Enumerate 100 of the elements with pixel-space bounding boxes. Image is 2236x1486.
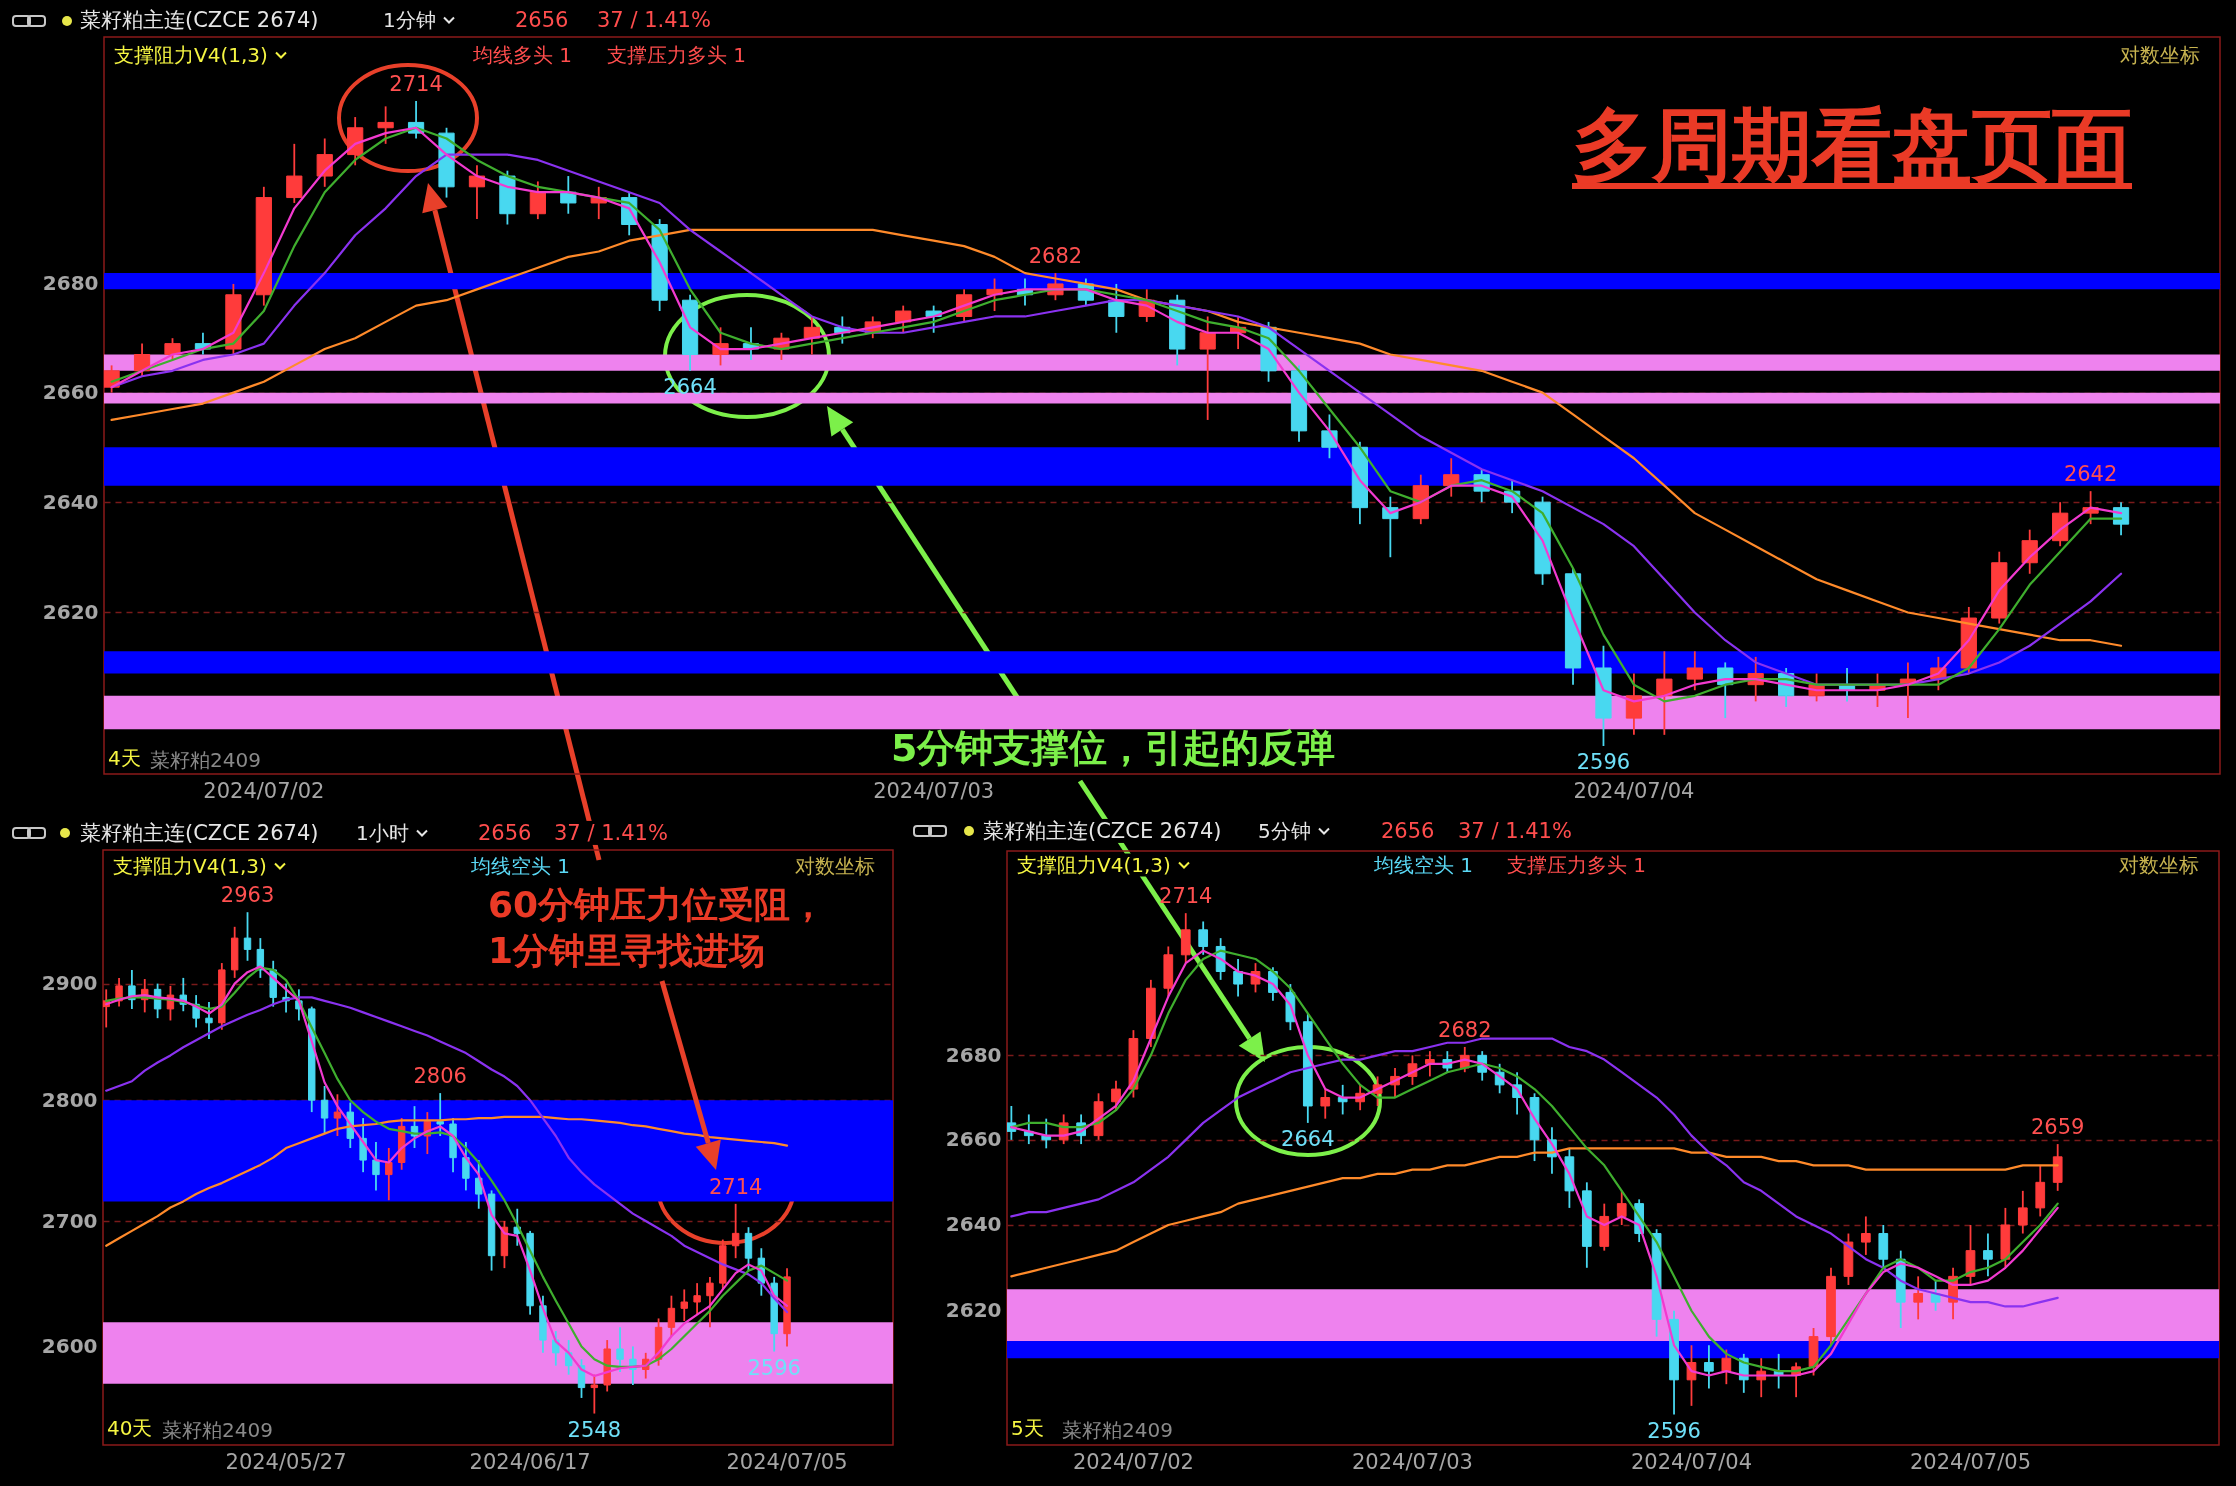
line-series: [105, 1115, 789, 1247]
candlestick: [475, 1159, 483, 1210]
annotation: 2642: [2063, 462, 2118, 487]
annotation: 2659: [2030, 1115, 2085, 1140]
annotation: 支撑阻力V4(1,3): [114, 42, 268, 67]
candlestick: [1686, 650, 1703, 692]
annotation: 2682: [1028, 244, 1083, 269]
text: 2656: [1381, 818, 1435, 844]
y-tick-label: 2640: [42, 489, 99, 514]
candlestick: [333, 1093, 342, 1137]
candlestick: [1199, 315, 1216, 421]
text: 5分钟: [1258, 818, 1311, 843]
annotation: 40天: [107, 1415, 153, 1440]
annotation: 对数坐标: [795, 853, 875, 878]
candlestick: [205, 1001, 213, 1040]
candlestick: [1321, 413, 1338, 460]
candlestick: [1861, 1215, 1871, 1256]
annotation: 5天: [1011, 1415, 1044, 1440]
annotation: 2682: [1438, 1017, 1492, 1042]
y-tick-label: 2660: [945, 1127, 1002, 1152]
annotation: 5分钟支撑位，引起的反弹: [891, 726, 1336, 771]
annotation: 2714: [1159, 884, 1213, 909]
annotation: 60分钟压力位受阻，: [488, 884, 827, 926]
x-tick-label: 2024/07/05: [726, 1449, 848, 1474]
annotation: 菜籽粕2409: [150, 747, 261, 772]
y-tick-label: 2700: [41, 1208, 98, 1233]
candlestick: [1616, 1189, 1627, 1226]
annotation: 1分钟里寻找进场: [488, 930, 766, 972]
x-tick-label: 2024/07/03: [873, 778, 995, 803]
y-tick-label: 2680: [945, 1042, 1002, 1067]
annotation: 4天: [108, 745, 141, 770]
candlestick: [462, 1141, 470, 1192]
line-series: [105, 996, 789, 1314]
annotation: 对数坐标: [2119, 852, 2199, 877]
y-tick-label: 2680: [42, 271, 99, 296]
candlestick: [1656, 650, 1673, 736]
candlestick: [731, 1202, 740, 1260]
candlestick: [1320, 1088, 1331, 1120]
annotation: 支撑阻力V4(1,3): [113, 853, 267, 878]
y-tick-label: 2900: [41, 971, 98, 996]
candlestick: [1704, 1344, 1714, 1390]
candlestick: [1233, 958, 1243, 998]
candlestick: [359, 1117, 367, 1174]
annotation: 2596: [1647, 1418, 1701, 1443]
candlestick: [1721, 1348, 1732, 1386]
candlestick: [372, 1141, 380, 1192]
x-tick-label: 2024/07/04: [1630, 1449, 1752, 1474]
annotation: 2714: [389, 72, 443, 97]
line-series: [110, 228, 2123, 647]
annotation: 支撑压力多头 1: [1507, 852, 1647, 877]
annotation: 均线空头 1: [1374, 852, 1474, 877]
candlestick: [560, 175, 577, 215]
annotation: 2664: [1281, 1126, 1335, 1151]
chart-title: 菜籽粕主连(CZCE 2674): [80, 7, 319, 33]
y-tick-label: 2800: [41, 1087, 98, 1112]
candlestick: [564, 1339, 573, 1376]
text: 1小时: [356, 820, 409, 845]
annotation: 均线空头 1: [471, 853, 571, 878]
candlestick: [286, 142, 303, 204]
candlestick: [436, 1092, 444, 1137]
annotation: 2548: [567, 1417, 622, 1442]
y-tick-label: 2640: [945, 1212, 1002, 1237]
annotation: 2596: [1576, 750, 1631, 775]
candlestick: [1913, 1275, 1924, 1321]
x-tick-label: 2024/06/17: [469, 1449, 591, 1474]
candlestick: [1111, 1079, 1121, 1112]
candlestick: [895, 304, 912, 334]
x-tick-label: 2024/07/02: [1072, 1449, 1194, 1474]
candlestick: [385, 1147, 393, 1202]
candlestick: [2017, 1189, 2028, 1235]
text: 37 / 1.41%: [554, 820, 668, 846]
candlestick: [1930, 1279, 1941, 1312]
text: 1分钟: [383, 7, 436, 32]
annotation: 对数坐标: [2120, 42, 2200, 67]
candlestick: [320, 1085, 329, 1135]
annotation: 菜籽粕2409: [162, 1417, 273, 1442]
x-tick-label: 2024/07/03: [1351, 1449, 1473, 1474]
candlestick: [1625, 672, 1643, 736]
annotation: 支撑阻力V4(1,3): [1017, 852, 1171, 877]
x-tick-label: 2024/07/02: [203, 778, 325, 803]
annotation: 2806: [413, 1064, 467, 1089]
candlestick: [693, 1282, 701, 1316]
candlestick: [667, 1294, 676, 1338]
candlestick: [552, 1330, 560, 1367]
text: 37 / 1.41%: [1458, 818, 1572, 844]
candlestick: [1983, 1232, 1993, 1278]
annotation: 支撑压力多头 1: [607, 42, 747, 67]
x-tick-label: 2024/07/05: [1909, 1449, 2032, 1474]
chart-title: 菜籽粕主连(CZCE 2674): [983, 818, 1222, 844]
annotation: 多周期看盘页面: [1572, 99, 2132, 192]
y-tick-label: 2620: [945, 1298, 1002, 1323]
candlestick: [2021, 528, 2038, 575]
candlestick: [680, 1288, 688, 1322]
candlestick: [243, 911, 252, 962]
chart-title: 菜籽粕主连(CZCE 2674): [80, 820, 319, 846]
candlestick: [616, 1326, 624, 1373]
annotation: 2963: [220, 883, 275, 908]
text: 2656: [515, 7, 569, 33]
candlestick: [1198, 920, 1209, 956]
candlestick: [1108, 283, 1125, 334]
